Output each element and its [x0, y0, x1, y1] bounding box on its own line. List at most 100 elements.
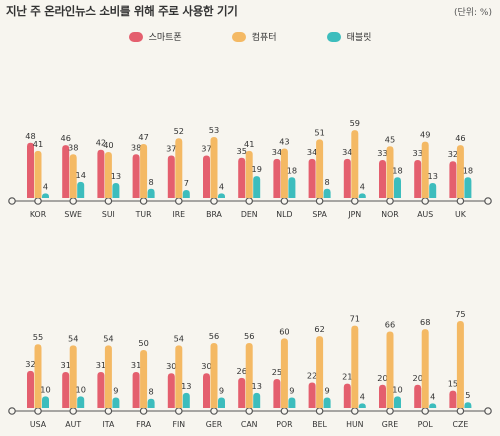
- category-marker: [139, 197, 148, 205]
- category-marker: [34, 407, 42, 415]
- value-label-smartphone: 21: [342, 372, 352, 382]
- value-label-smartphone: 34: [307, 147, 317, 157]
- bar-tablet: [42, 396, 49, 408]
- bar-computer: [456, 145, 464, 198]
- bar-smartphone: [238, 157, 246, 198]
- bar-computer: [140, 143, 148, 198]
- category-label: UK: [455, 210, 467, 219]
- category-marker: [210, 407, 218, 415]
- value-label-smartphone: 20: [412, 373, 422, 383]
- bar-computer: [280, 338, 288, 408]
- bar-smartphone: [27, 370, 34, 408]
- value-label-smartphone: 30: [201, 361, 211, 371]
- category-marker: [315, 197, 324, 205]
- value-label-smartphone: 33: [377, 148, 387, 158]
- category-label: CZE: [453, 420, 469, 429]
- category-marker: [139, 407, 148, 415]
- bar-computer: [34, 150, 42, 198]
- legend-swatch-computer: [231, 31, 246, 42]
- value-label-computer: 62: [314, 324, 324, 334]
- category-label: SWE: [64, 210, 82, 219]
- value-label-smartphone: 31: [60, 360, 70, 370]
- bar-tablet: [112, 183, 120, 198]
- value-label-computer: 54: [103, 333, 113, 343]
- category-label: POL: [418, 420, 434, 429]
- axis-end-marker: [8, 197, 16, 205]
- bar-computer: [34, 344, 42, 408]
- category-marker: [421, 197, 430, 205]
- category-marker: [456, 197, 465, 205]
- axis-end-marker: [8, 407, 16, 415]
- value-label-smartphone: 34: [272, 147, 282, 157]
- value-label-computer: 55: [33, 332, 43, 342]
- bar-smartphone: [27, 142, 34, 198]
- value-label-tablet: 14: [75, 170, 85, 180]
- value-label-computer: 59: [350, 118, 360, 128]
- bar-smartphone: [414, 160, 422, 198]
- bar-smartphone: [449, 390, 457, 408]
- legend-label-tablet: 태블릿: [346, 33, 372, 43]
- value-label-smartphone: 37: [166, 143, 176, 153]
- bar-computer: [316, 336, 324, 408]
- value-label-computer: 71: [350, 314, 360, 324]
- value-label-smartphone: 46: [60, 133, 70, 143]
- value-label-computer: 40: [103, 140, 113, 150]
- bar-computer: [140, 350, 148, 408]
- bar-smartphone: [273, 379, 281, 408]
- category-marker: [456, 407, 465, 415]
- value-label-tablet: 8: [148, 387, 153, 397]
- bar-tablet: [429, 403, 437, 408]
- bar-computer: [386, 331, 394, 408]
- category-label: FIN: [172, 420, 185, 429]
- bar-tablet: [182, 189, 190, 198]
- legend-item-smartphone: 스마트폰: [128, 30, 182, 43]
- category-label: POR: [276, 420, 293, 429]
- value-label-smartphone: 25: [272, 367, 282, 377]
- category-label: NOR: [381, 210, 399, 219]
- value-label-computer: 45: [385, 134, 395, 144]
- value-label-tablet: 18: [392, 165, 402, 175]
- value-label-smartphone: 32: [448, 149, 458, 159]
- value-label-smartphone: 33: [412, 148, 422, 158]
- value-label-tablet: 10: [75, 384, 85, 394]
- category-marker: [245, 407, 254, 415]
- bar-tablet: [253, 392, 261, 408]
- category-label: AUT: [65, 420, 81, 429]
- category-marker: [350, 197, 359, 205]
- value-label-smartphone: 37: [201, 143, 211, 153]
- value-label-smartphone: 42: [96, 138, 106, 148]
- value-label-computer: 51: [314, 127, 324, 137]
- value-label-computer: 41: [33, 139, 43, 149]
- category-label: BEL: [312, 420, 327, 429]
- axis-end-marker: [484, 407, 492, 415]
- value-label-tablet: 8: [148, 177, 153, 187]
- bar-computer: [210, 343, 218, 408]
- bar-smartphone: [203, 155, 210, 198]
- value-label-smartphone: 22: [307, 370, 317, 380]
- value-label-computer: 54: [68, 333, 78, 343]
- value-label-smartphone: 31: [96, 360, 106, 370]
- bar-tablet: [42, 193, 49, 198]
- bar-tablet: [464, 177, 472, 198]
- bar-smartphone: [273, 158, 281, 198]
- bar-computer: [245, 343, 253, 408]
- bar-computer: [245, 150, 253, 198]
- bar-computer: [316, 139, 324, 198]
- bar-smartphone: [343, 158, 351, 198]
- bar-computer: [175, 138, 183, 198]
- bar-smartphone: [449, 161, 457, 198]
- category-marker: [34, 197, 42, 205]
- bar-smartphone: [132, 372, 140, 408]
- value-label-tablet: 9: [113, 386, 118, 396]
- bar-tablet: [288, 177, 296, 198]
- value-label-tablet: 9: [324, 386, 329, 396]
- legend-swatch-tablet: [326, 31, 341, 42]
- value-label-computer: 60: [279, 326, 289, 336]
- axis-end-marker: [484, 197, 492, 205]
- value-label-tablet: 10: [40, 384, 50, 394]
- category-marker: [421, 407, 430, 415]
- value-label-tablet: 18: [463, 165, 473, 175]
- category-label: GER: [206, 420, 223, 429]
- category-label: IRE: [172, 210, 185, 219]
- value-label-tablet: 9: [219, 386, 224, 396]
